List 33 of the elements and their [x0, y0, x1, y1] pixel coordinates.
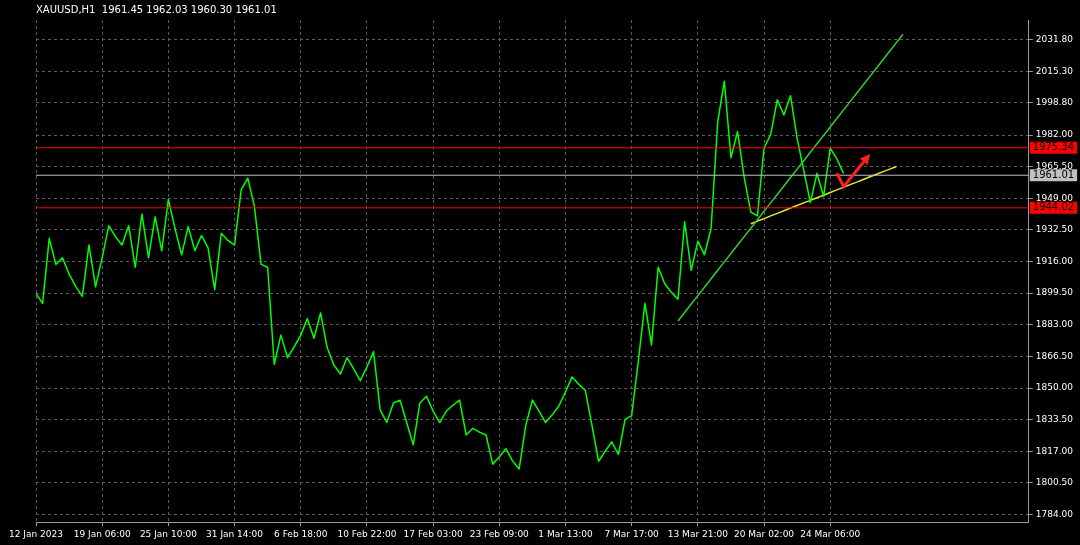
y-tick-label: 1916.00: [1035, 255, 1074, 266]
y-tick-label: 1965.50: [1035, 160, 1074, 171]
x-tick-label: 13 Mar 21:00: [667, 528, 729, 539]
x-tick-label: 23 Feb 09:00: [469, 528, 530, 539]
x-tick-label: 6 Feb 18:00: [274, 528, 328, 539]
y-tick-label: 1817.00: [1035, 445, 1074, 456]
x-tick-label: 20 Mar 02:00: [733, 528, 795, 539]
chart-title: XAUUSD,H1 1961.45 1962.03 1960.30 1961.01: [36, 3, 277, 15]
y-tick-label: 1784.00: [1035, 508, 1074, 519]
x-tick-label: 10 Feb 22:00: [337, 528, 397, 539]
y-tick-label: 1899.50: [1035, 287, 1074, 298]
ref-line-label: 1961.01: [1032, 168, 1075, 180]
y-tick-label: 2031.80: [1035, 33, 1074, 44]
y-tick-label: 1932.50: [1035, 224, 1074, 235]
x-tick-label: 7 Mar 17:00: [604, 528, 660, 539]
x-tick-label: 17 Feb 03:00: [403, 528, 463, 539]
x-tick-label: 1 Mar 13:00: [538, 528, 593, 539]
x-tick-label: 24 Mar 06:00: [800, 528, 861, 539]
x-tick-label: 31 Jan 14:00: [206, 528, 264, 539]
y-tick-label: 1949.00: [1035, 192, 1074, 203]
y-tick-label: 1800.50: [1035, 477, 1074, 488]
ref-line-label: 1975.34: [1032, 141, 1075, 153]
y-tick-label: 1833.50: [1035, 414, 1074, 424]
y-tick-label: 1883.00: [1035, 319, 1074, 330]
y-tick-label: 1998.80: [1035, 97, 1074, 108]
y-tick-label: 1982.00: [1035, 129, 1074, 140]
x-tick-label: 19 Jan 06:00: [73, 528, 131, 539]
x-tick-label: 12 Jan 2023: [9, 528, 63, 539]
y-tick-label: 1866.50: [1035, 350, 1074, 361]
y-tick-label: 2015.30: [1035, 65, 1074, 76]
ref-line-label: 1944.02: [1032, 201, 1075, 213]
y-tick-label: 1850.00: [1035, 382, 1074, 393]
x-tick-label: 25 Jan 10:00: [139, 528, 198, 539]
